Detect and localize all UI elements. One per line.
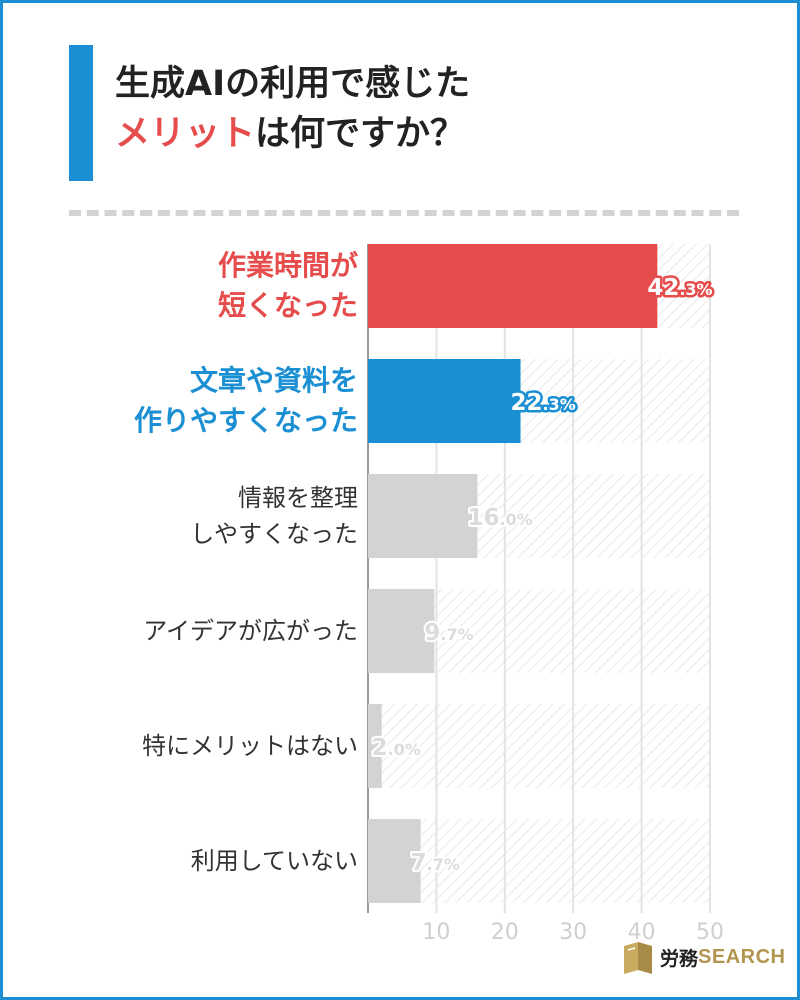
bar-background	[368, 704, 710, 788]
logo-book-icon	[624, 942, 652, 974]
bar	[368, 474, 478, 558]
category-label-line: 作業時間が	[217, 249, 358, 282]
value-label: 42.3%	[647, 275, 712, 301]
category-label-line: 短くなった	[217, 289, 358, 322]
x-tick-label: 30	[559, 920, 587, 945]
category-label: 作業時間が短くなった	[218, 246, 358, 326]
chart-title: 生成AIの利用で感じた メリットは何ですか？	[115, 59, 470, 159]
value-label: 2.0%	[372, 735, 421, 761]
x-tick-label: 10	[422, 920, 450, 945]
title-line-1: 生成AIの利用で感じた	[115, 64, 471, 104]
value-label: 7.7%	[411, 850, 460, 876]
category-label: アイデアが広がった	[143, 613, 358, 649]
logo-text-jp: 労務	[660, 947, 699, 970]
category-label-line: 文章や資料を	[189, 364, 358, 397]
value-label: 22.3%	[511, 390, 576, 416]
x-tick-label: 20	[491, 920, 519, 945]
title-line-2-rest: は何ですか？	[255, 114, 466, 154]
category-label-line: 情報を整理	[238, 484, 358, 512]
value-label: 16.0%	[467, 505, 532, 531]
category-label: 特にメリットはない	[142, 728, 358, 764]
category-label-line: 特にメリットはない	[142, 732, 358, 760]
bar	[368, 589, 435, 673]
category-label: 情報を整理しやすくなった	[190, 480, 358, 552]
title-line-2: メリットは何ですか？	[115, 109, 470, 159]
bar	[368, 819, 421, 903]
category-label-line: 作りやすくなった	[133, 404, 358, 437]
category-label-line: 利用していない	[190, 847, 358, 875]
bar	[368, 244, 658, 328]
dashed-divider	[69, 210, 739, 216]
title-highlight: メリット	[115, 114, 256, 154]
logo-text-en: SEARCH	[698, 945, 786, 968]
value-label: 9.7%	[424, 620, 473, 646]
category-label: 利用していない	[191, 843, 358, 879]
category-label-line: しやすくなった	[190, 520, 358, 548]
category-label: 文章や資料を作りやすくなった	[134, 361, 358, 441]
x-tick-label: 50	[696, 920, 724, 945]
logo: 労務 SEARCH	[622, 940, 785, 974]
category-label-line: アイデアが広がった	[143, 617, 358, 645]
bar	[368, 704, 382, 788]
bar	[368, 359, 521, 443]
bar-background	[368, 819, 710, 903]
title-accent-bar	[69, 45, 93, 181]
x-tick-label: 40	[628, 920, 656, 945]
